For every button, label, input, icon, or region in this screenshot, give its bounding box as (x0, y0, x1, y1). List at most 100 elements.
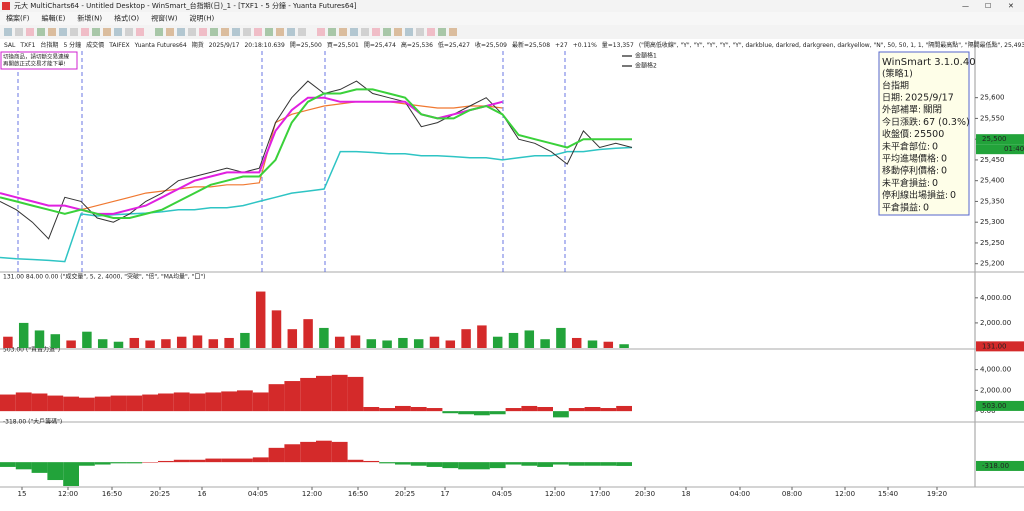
tool-icon[interactable] (449, 28, 457, 36)
bar (192, 335, 203, 348)
tool-icon[interactable] (394, 28, 402, 36)
bar (363, 406, 380, 412)
tool-icon[interactable] (317, 28, 325, 36)
tool-icon[interactable] (103, 28, 111, 36)
bar (584, 462, 601, 466)
bar (31, 393, 48, 412)
bar (221, 391, 237, 412)
bar (63, 396, 79, 412)
tool-icon[interactable] (254, 28, 262, 36)
tool-icon[interactable] (287, 28, 295, 36)
bar (316, 440, 332, 463)
tool-icon[interactable] (350, 28, 358, 36)
info-value: 67 (0.3%) (923, 117, 970, 128)
menu-item[interactable]: 格式(O) (114, 14, 139, 23)
menu-item[interactable]: 編輯(E) (42, 14, 66, 23)
maximize[interactable]: ☐ (985, 2, 991, 10)
info-value: 關閉 (923, 105, 942, 116)
status-bar (0, 40, 975, 51)
tool-icon[interactable] (155, 28, 163, 36)
countdown-box (976, 144, 1024, 155)
legend-label: 金額格2 (635, 62, 657, 70)
bar (94, 462, 111, 465)
bar (410, 406, 427, 412)
tool-icon[interactable] (70, 28, 78, 36)
tool-icon[interactable] (48, 28, 56, 36)
bar (426, 408, 443, 412)
bar (521, 462, 538, 466)
bar (66, 340, 76, 348)
tool-icon[interactable] (166, 28, 174, 36)
tool-icon[interactable] (125, 28, 133, 36)
tool-icon[interactable] (298, 28, 306, 36)
tool-icon[interactable] (405, 28, 413, 36)
tool-icon[interactable] (199, 28, 207, 36)
bar (413, 339, 424, 348)
menu-item[interactable]: 說明(H) (189, 14, 214, 23)
status-item: 高=25,536 (401, 41, 433, 49)
tool-icon[interactable] (232, 28, 240, 36)
tool-icon[interactable] (188, 28, 196, 36)
bar (0, 462, 16, 467)
tool-icon[interactable] (177, 28, 185, 36)
tool-icon[interactable] (59, 28, 67, 36)
tool-icon[interactable] (243, 28, 251, 36)
y-tick-label: 25,300 (980, 218, 1005, 226)
bar (553, 462, 569, 465)
bar (537, 462, 553, 467)
tool-icon[interactable] (4, 28, 12, 36)
x-tick-label: 20:25 (150, 490, 170, 498)
bar (176, 336, 187, 348)
bar (492, 336, 503, 348)
tool-icon[interactable] (221, 28, 229, 36)
x-tick-label: 12:00 (302, 490, 322, 498)
tool-icon[interactable] (210, 28, 218, 36)
info-value: 2025/9/17 (905, 93, 954, 104)
x-tick-label: 08:00 (782, 490, 802, 498)
tool-icon[interactable] (265, 28, 273, 36)
tool-icon[interactable] (438, 28, 446, 36)
tool-icon[interactable] (81, 28, 89, 36)
status-item: ("開高低收線", "Y", "Y", "Y", "Y", "Y", darkb… (639, 41, 1024, 49)
minimize[interactable]: — (962, 2, 969, 10)
info-value: 0 (950, 190, 956, 201)
tool-icon[interactable] (383, 28, 391, 36)
bar (300, 441, 316, 463)
bar (255, 291, 266, 348)
menu-item[interactable]: 新增(N) (77, 14, 102, 23)
bar (568, 408, 585, 412)
tool-icon[interactable] (136, 28, 144, 36)
pane-header: 503.00 ("買賣力道") (3, 346, 60, 354)
bar (205, 392, 222, 412)
price-line (0, 88, 632, 219)
x-tick-label: 17:00 (590, 490, 610, 498)
tool-icon[interactable] (15, 28, 23, 36)
tool-icon[interactable] (339, 28, 347, 36)
tool-icon[interactable] (372, 28, 380, 36)
tool-icon[interactable] (92, 28, 100, 36)
tool-icon[interactable] (276, 28, 284, 36)
app-icon (2, 2, 10, 10)
bar (47, 395, 64, 412)
tool-icon[interactable] (416, 28, 424, 36)
notice-text: 切換商品，請切斷交易連線 (3, 53, 70, 61)
notice-box (0, 51, 78, 70)
close[interactable]: ✕ (1008, 2, 1014, 10)
bar (556, 327, 566, 348)
tool-icon[interactable] (114, 28, 122, 36)
status-item: 成交價 (86, 41, 104, 49)
status-item: 5 分鐘 (63, 41, 81, 49)
menu-item[interactable]: 視窗(W) (151, 14, 178, 23)
bar (284, 444, 301, 463)
info-value: 0 (941, 154, 947, 165)
menu-item[interactable]: 檔案(F) (6, 14, 30, 23)
bar (268, 447, 285, 463)
bar (82, 331, 92, 348)
tool-icon[interactable] (26, 28, 34, 36)
tool-icon[interactable] (361, 28, 369, 36)
bar (489, 411, 506, 415)
x-tick-label: 16:50 (102, 490, 122, 498)
tool-icon[interactable] (328, 28, 336, 36)
tool-icon[interactable] (427, 28, 435, 36)
tool-icon[interactable] (37, 28, 45, 36)
